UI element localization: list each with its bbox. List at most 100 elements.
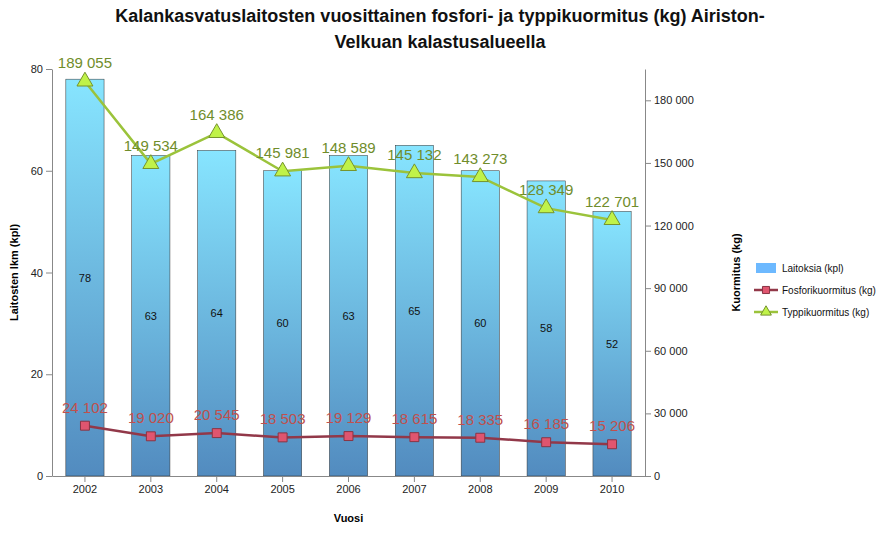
data-label: 24 102 <box>62 399 108 416</box>
tick: 2003 <box>139 476 163 495</box>
tick-mark <box>645 226 651 227</box>
axis-line <box>52 70 53 477</box>
data-label: 60 <box>276 317 288 329</box>
tick-mark <box>46 273 52 274</box>
marker <box>476 433 485 442</box>
marker <box>278 433 287 442</box>
tick-label: 2006 <box>336 483 360 495</box>
data-label: 148 589 <box>321 139 375 156</box>
tick-mark <box>348 476 349 482</box>
tick-label: 120 000 <box>654 220 694 232</box>
tick-mark <box>645 288 651 289</box>
marker <box>542 438 551 447</box>
tick: 40 <box>31 267 52 279</box>
data-label: 145 981 <box>255 144 309 161</box>
legend-label: Typpikuormitus (kg) <box>782 307 869 318</box>
tick: 2005 <box>270 476 294 495</box>
tick: 20 <box>31 368 52 380</box>
data-label: 64 <box>211 307 223 319</box>
tick-label: 80 <box>31 63 43 75</box>
tick-mark <box>546 476 547 482</box>
data-label: 149 534 <box>124 137 178 154</box>
tick: 0 <box>37 470 52 482</box>
tick-mark <box>46 171 52 172</box>
legend-item: Fosforikuormitus (kg) <box>754 285 876 296</box>
y2-axis-title: Kuormitus (kg) <box>730 233 742 312</box>
data-label: 145 132 <box>387 146 441 163</box>
marker <box>143 155 159 169</box>
data-label: 16 185 <box>523 415 569 432</box>
marker <box>77 72 93 86</box>
tick-mark <box>645 163 651 164</box>
tick-label: 90 000 <box>654 282 688 294</box>
tick-mark <box>480 476 481 482</box>
marker <box>608 440 617 449</box>
tick-mark <box>414 476 415 482</box>
plot-area <box>66 72 631 476</box>
data-label: 65 <box>408 305 420 317</box>
bar <box>593 211 631 476</box>
data-label: 18 335 <box>457 411 503 428</box>
tick: 180 000 <box>645 94 694 106</box>
data-label: 19 020 <box>128 409 174 426</box>
tick-mark <box>612 476 613 482</box>
tick-label: 20 <box>31 368 43 380</box>
tick-label: 2007 <box>402 483 426 495</box>
marker <box>80 421 89 430</box>
tick: 0 <box>645 470 660 482</box>
marker <box>410 433 419 442</box>
legend-item: Laitoksia (kpl) <box>756 263 844 274</box>
tick-label: 40 <box>31 267 43 279</box>
tick-label: 30 000 <box>654 407 688 419</box>
legend-marker <box>761 306 772 315</box>
bar <box>198 150 236 476</box>
title: Velkuan kalastusalueella <box>334 32 546 52</box>
data-label: 52 <box>606 338 618 350</box>
tick-mark <box>84 476 85 482</box>
tick-mark <box>216 476 217 482</box>
tick: 2006 <box>336 476 360 495</box>
tick-label: 2009 <box>534 483 558 495</box>
y2-axis: 030 00060 00090 000120 000150 000180 000 <box>645 70 694 483</box>
tick-label: 60 <box>31 165 43 177</box>
marker <box>538 199 554 213</box>
legend-label: Laitoksia (kpl) <box>782 263 844 274</box>
y-axis: 0 20 40 60 80 <box>31 63 53 482</box>
tick-mark <box>46 69 52 70</box>
tick: 2010 <box>600 476 624 495</box>
data-label: 19 129 <box>326 409 372 426</box>
tick-label: 180 000 <box>654 94 694 106</box>
data-labels: 78636460636560585224 10219 02020 54518 5… <box>58 54 639 434</box>
legend-swatch <box>756 263 776 273</box>
data-label: 78 <box>79 272 91 284</box>
tick-mark <box>645 413 651 414</box>
tick: 60 000 <box>645 345 688 357</box>
tick: 2008 <box>468 476 492 495</box>
markers <box>77 72 620 224</box>
tick-label: 2004 <box>204 483 228 495</box>
data-label: 128 349 <box>519 181 573 198</box>
data-label: 63 <box>145 310 157 322</box>
tick-label: 2008 <box>468 483 492 495</box>
marker <box>209 124 225 138</box>
tick: 2004 <box>204 476 228 495</box>
data-label: 63 <box>342 310 354 322</box>
tick-label: 60 000 <box>654 345 688 357</box>
bar-series <box>66 79 631 476</box>
tick-mark <box>46 374 52 375</box>
tick-label: 0 <box>654 470 660 482</box>
tick: 2009 <box>534 476 558 495</box>
tick: 60 <box>31 165 52 177</box>
data-label: 58 <box>540 322 552 334</box>
tick: 120 000 <box>645 220 694 232</box>
bar <box>264 171 302 476</box>
tick: 2007 <box>402 476 426 495</box>
x-axis: 2002 2003 2004 2005 2006 2007 2008 2009 2010 <box>53 476 646 495</box>
legend-item: Typpikuormitus (kg) <box>754 306 869 318</box>
marker <box>604 211 620 225</box>
data-label: 20 545 <box>194 406 240 423</box>
chart: 020406080030 00060 00090 000120 000150 0… <box>0 0 896 536</box>
marker <box>344 432 353 441</box>
marker <box>275 162 291 176</box>
tick-label: 2002 <box>73 483 97 495</box>
